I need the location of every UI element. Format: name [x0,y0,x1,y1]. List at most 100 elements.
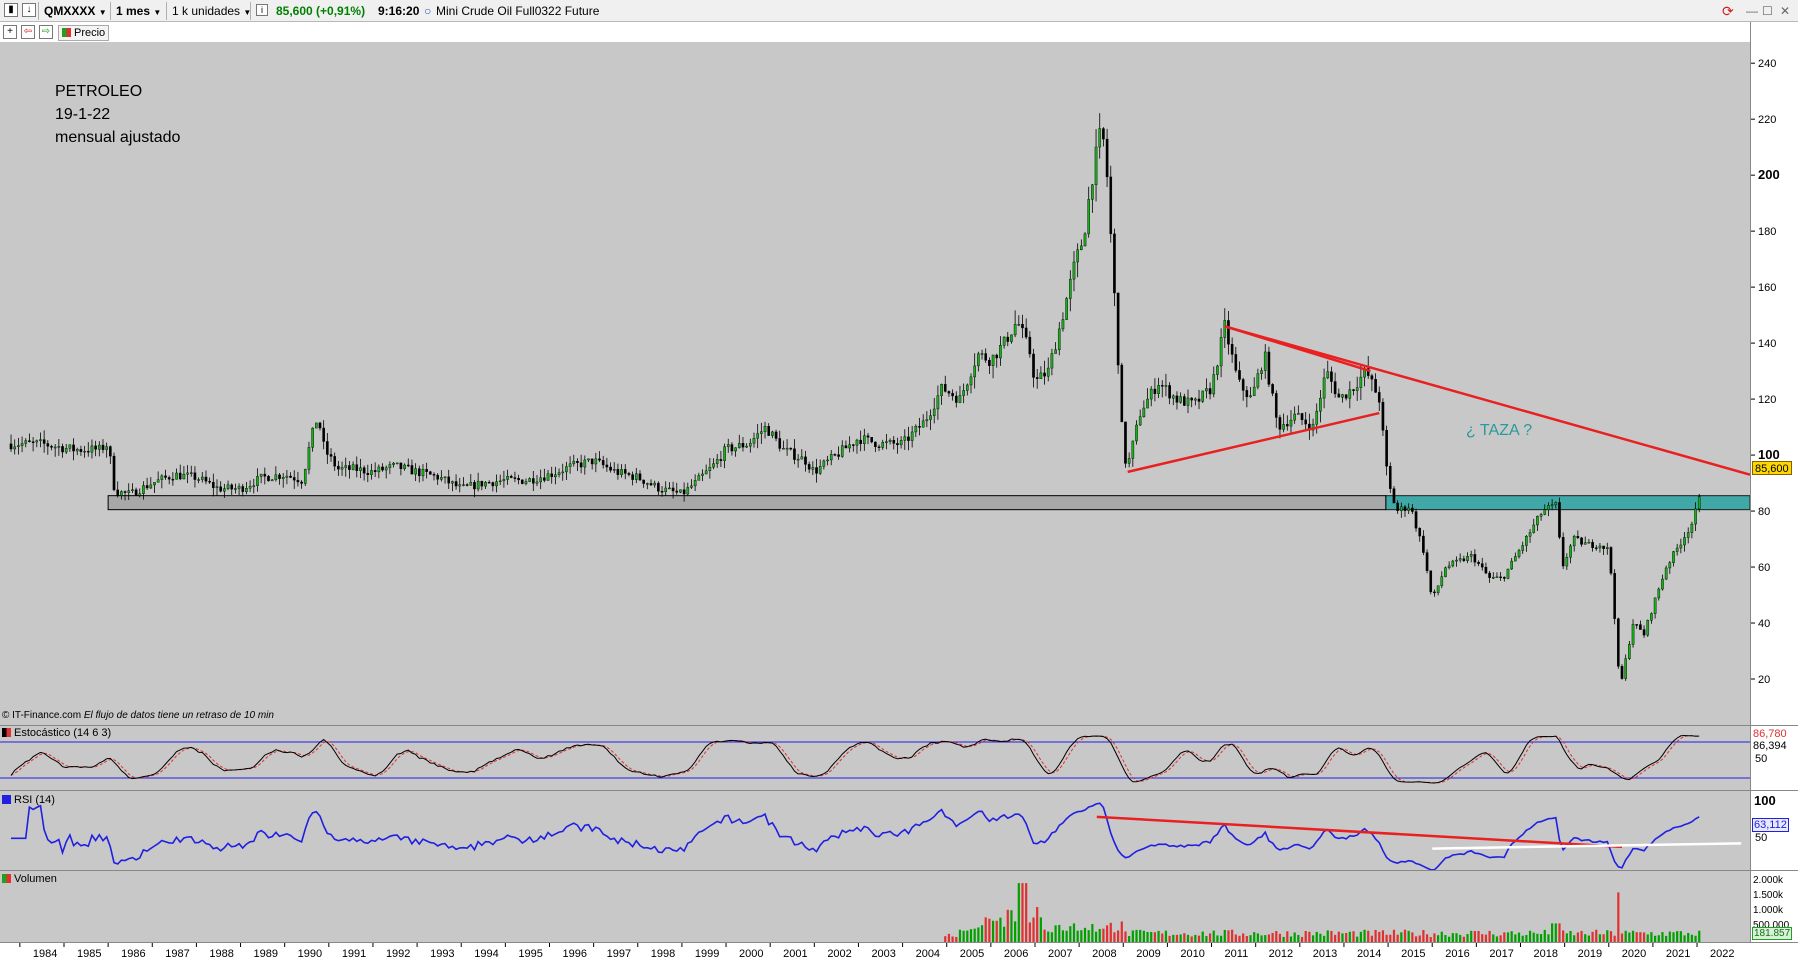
volume-bar [1227,930,1230,942]
price-toggle[interactable]: Precio [58,25,110,41]
candle [1234,346,1238,373]
candle-body [1488,572,1491,578]
candle-body [1583,542,1587,545]
candle [1120,362,1124,423]
volume-bar [1495,936,1499,942]
candle [638,470,642,482]
minimize-icon[interactable]: — [1746,4,1758,18]
candle-body [829,454,833,461]
candle-body [943,384,947,392]
remove-indicator-icon[interactable]: ⇦ [21,25,35,39]
candle [679,489,682,494]
add-icon[interactable]: + [3,25,17,39]
symbol-selector[interactable]: QMXXXX ▼ [44,0,107,22]
volume-bar [1345,933,1348,942]
interval-selector[interactable]: 1 mes ▼ [116,0,161,22]
candle-body [840,445,844,457]
volume-bar [1036,907,1039,942]
candle [550,466,554,484]
candle-body [863,435,866,445]
candle [1319,390,1322,423]
candle [929,409,932,431]
rsi-scale: 100 63,112 50 [1750,790,1798,870]
candle-body [329,454,333,457]
candle-body [1164,385,1168,387]
candle-body [966,384,969,391]
candle [627,471,631,477]
candle-body [609,466,612,471]
volume-bar [1547,934,1550,942]
rsi-panel[interactable]: RSI (14) [0,790,1750,870]
time-tick-label: 2009 [1136,948,1160,960]
volume-bar [1466,934,1469,942]
candle [1094,129,1098,202]
candle-body [296,479,300,483]
candle-body [932,408,936,416]
candle-body [1510,560,1513,570]
candle-body [1175,395,1179,403]
volume-bar [951,936,954,942]
add-indicator-icon[interactable]: ⇨ [39,25,53,39]
volume-bar [1341,933,1344,942]
candle [1561,532,1565,570]
candle-body [1326,371,1330,379]
volume-bar [1172,934,1175,942]
candle-body [9,443,13,450]
price-panel[interactable]: PETROLEO 19-1-22 mensual ajustado ¿ TAZA… [0,42,1750,725]
candle [671,481,675,499]
volume-bar [1646,934,1649,942]
candle-body [910,431,914,441]
candle [1466,552,1469,564]
candle-body [984,353,988,361]
chart-type-icon[interactable]: ▮ [4,3,18,17]
volume-bar [1080,930,1083,942]
candle [1352,388,1355,396]
volume-bar [977,927,980,942]
candle-body [149,484,153,489]
candle [1620,664,1624,680]
volume-panel[interactable]: Volumen [0,870,1750,942]
candle [469,474,473,486]
candle-body [1572,536,1576,547]
candle [1547,502,1550,517]
volume-bar [1032,917,1035,942]
time-tick-label: 1991 [342,948,366,960]
candle [623,464,627,480]
candle-body [1694,508,1697,525]
candle-body [800,456,804,460]
candle-body [859,439,862,445]
candle [156,471,160,483]
candle [473,480,476,498]
candle [432,472,436,481]
refresh-icon[interactable]: ⟳ [1722,3,1734,19]
candle-body [142,485,145,494]
stochastic-panel[interactable]: Estocástico (14 6 3) [0,725,1750,790]
candle-body [417,468,421,477]
candle [572,454,576,467]
candle-body [333,456,337,467]
candle [1260,367,1263,380]
units-selector[interactable]: 1 k unidades ▼ [172,0,251,22]
time-tick-label: 1996 [562,948,586,960]
candle-body [1462,558,1466,561]
candle [204,470,208,485]
candle-body [1580,537,1583,545]
candle-body [623,469,627,474]
info-icon[interactable]: ↓ [22,3,36,17]
candle [943,375,947,393]
candle-body [892,439,896,444]
candle-body [1190,397,1193,401]
candle-body [1565,557,1569,567]
candle-body [745,445,748,448]
candle-body [1072,261,1076,280]
info-icon[interactable]: i [256,4,268,16]
price-scale[interactable]: 20 40 60 80 100 120 140 160 180 200 220 240 [1750,22,1798,725]
candle [1124,421,1127,468]
volume-bar [1124,931,1127,942]
volume-bar [1451,933,1454,942]
candle-body [921,420,925,428]
candle-body [212,482,215,488]
close-icon[interactable]: ✕ [1780,4,1791,18]
volume-bar [1536,933,1539,942]
maximize-icon[interactable]: ☐ [1762,4,1773,18]
